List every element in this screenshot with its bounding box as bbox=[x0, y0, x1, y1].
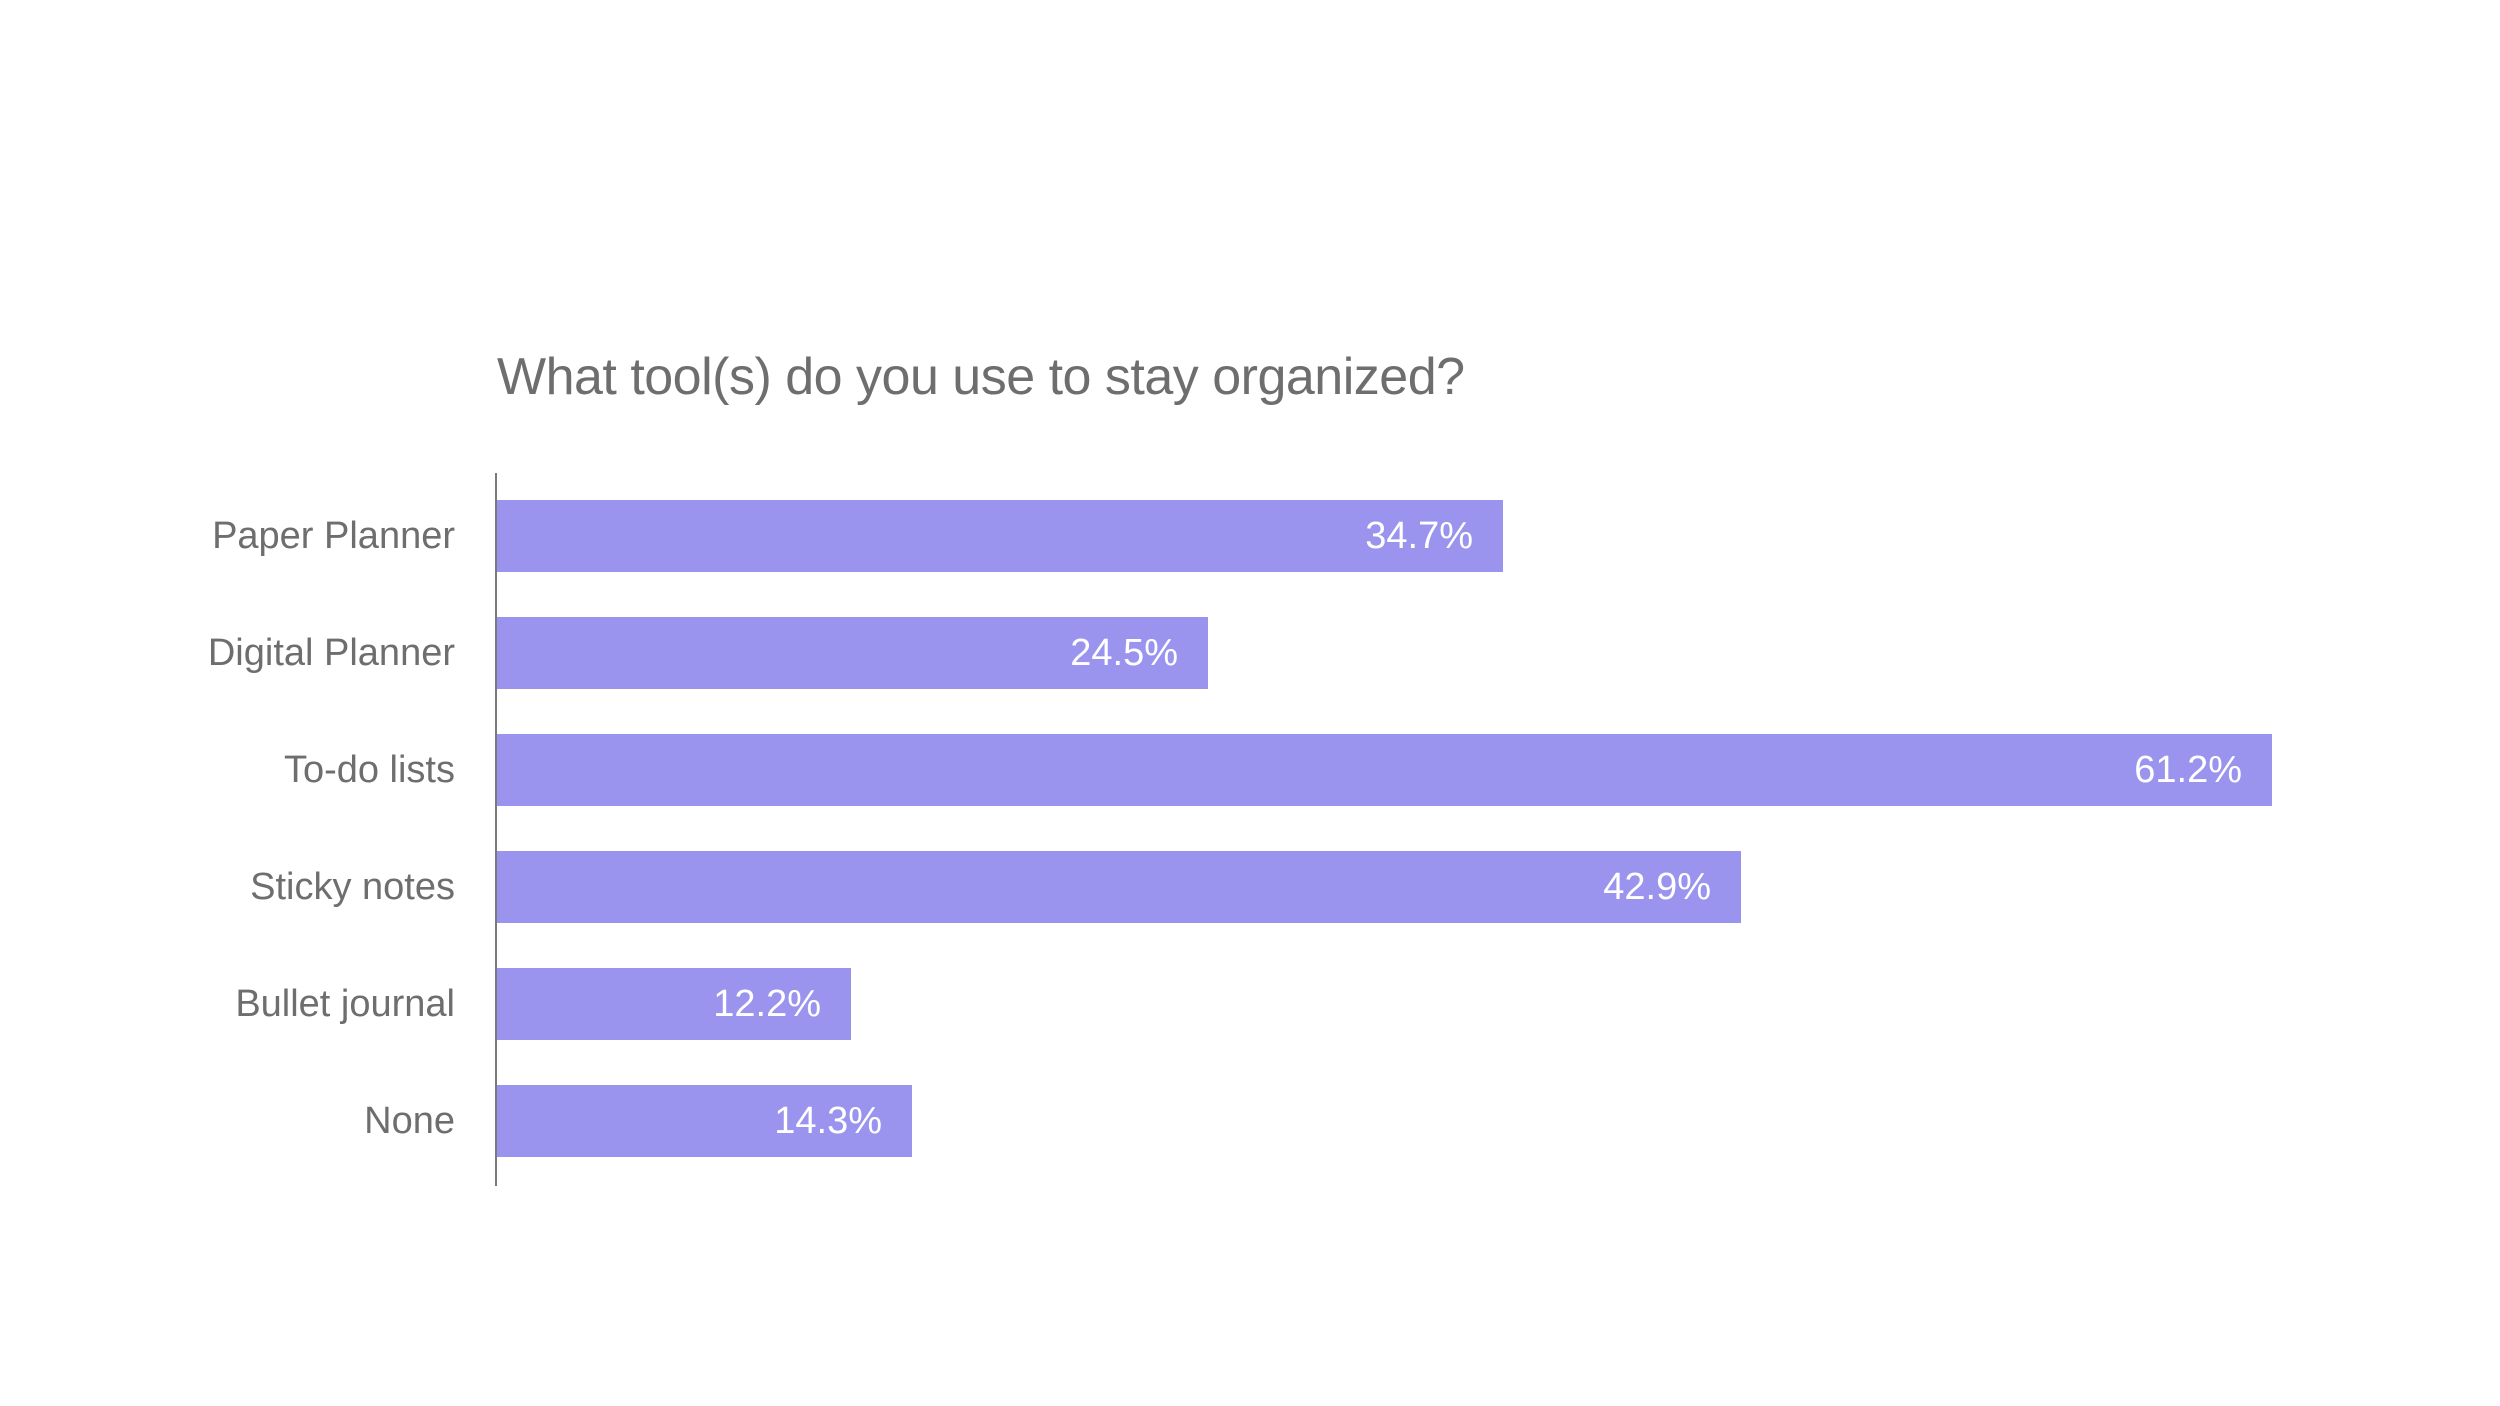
value-label: 12.2% bbox=[713, 982, 821, 1025]
bar-rows: Paper Planner 34.7% Digital Planner 24.5% To… bbox=[0, 500, 2500, 1157]
chart-title: What tool(s) do you use to stay organize… bbox=[497, 348, 1465, 406]
bar-row: Digital Planner 24.5% bbox=[0, 617, 2500, 689]
category-label: Digital Planner bbox=[207, 631, 455, 674]
bar: 34.7% bbox=[497, 500, 1503, 572]
value-label: 24.5% bbox=[1070, 631, 1178, 674]
value-label: 14.3% bbox=[774, 1099, 882, 1142]
bar: 42.9% bbox=[497, 851, 1741, 923]
bar-row: Bullet journal 12.2% bbox=[0, 968, 2500, 1040]
y-axis-line bbox=[495, 473, 497, 1186]
bar-row: To-do lists 61.2% bbox=[0, 734, 2500, 806]
bar-row: None 14.3% bbox=[0, 1085, 2500, 1157]
bar: 14.3% bbox=[497, 1085, 912, 1157]
category-label: None bbox=[364, 1099, 455, 1142]
value-label: 42.9% bbox=[1603, 865, 1711, 908]
category-label: To-do lists bbox=[283, 748, 455, 791]
bar: 24.5% bbox=[497, 617, 1208, 689]
value-label: 61.2% bbox=[2134, 748, 2242, 791]
category-label: Paper Planner bbox=[212, 514, 455, 557]
value-label: 34.7% bbox=[1365, 514, 1473, 557]
bar-row: Paper Planner 34.7% bbox=[0, 500, 2500, 572]
bar: 12.2% bbox=[497, 968, 851, 1040]
bar: 61.2% bbox=[497, 734, 2272, 806]
bar-row: Sticky notes 42.9% bbox=[0, 851, 2500, 923]
category-label: Sticky notes bbox=[250, 865, 455, 908]
category-label: Bullet journal bbox=[235, 982, 455, 1025]
